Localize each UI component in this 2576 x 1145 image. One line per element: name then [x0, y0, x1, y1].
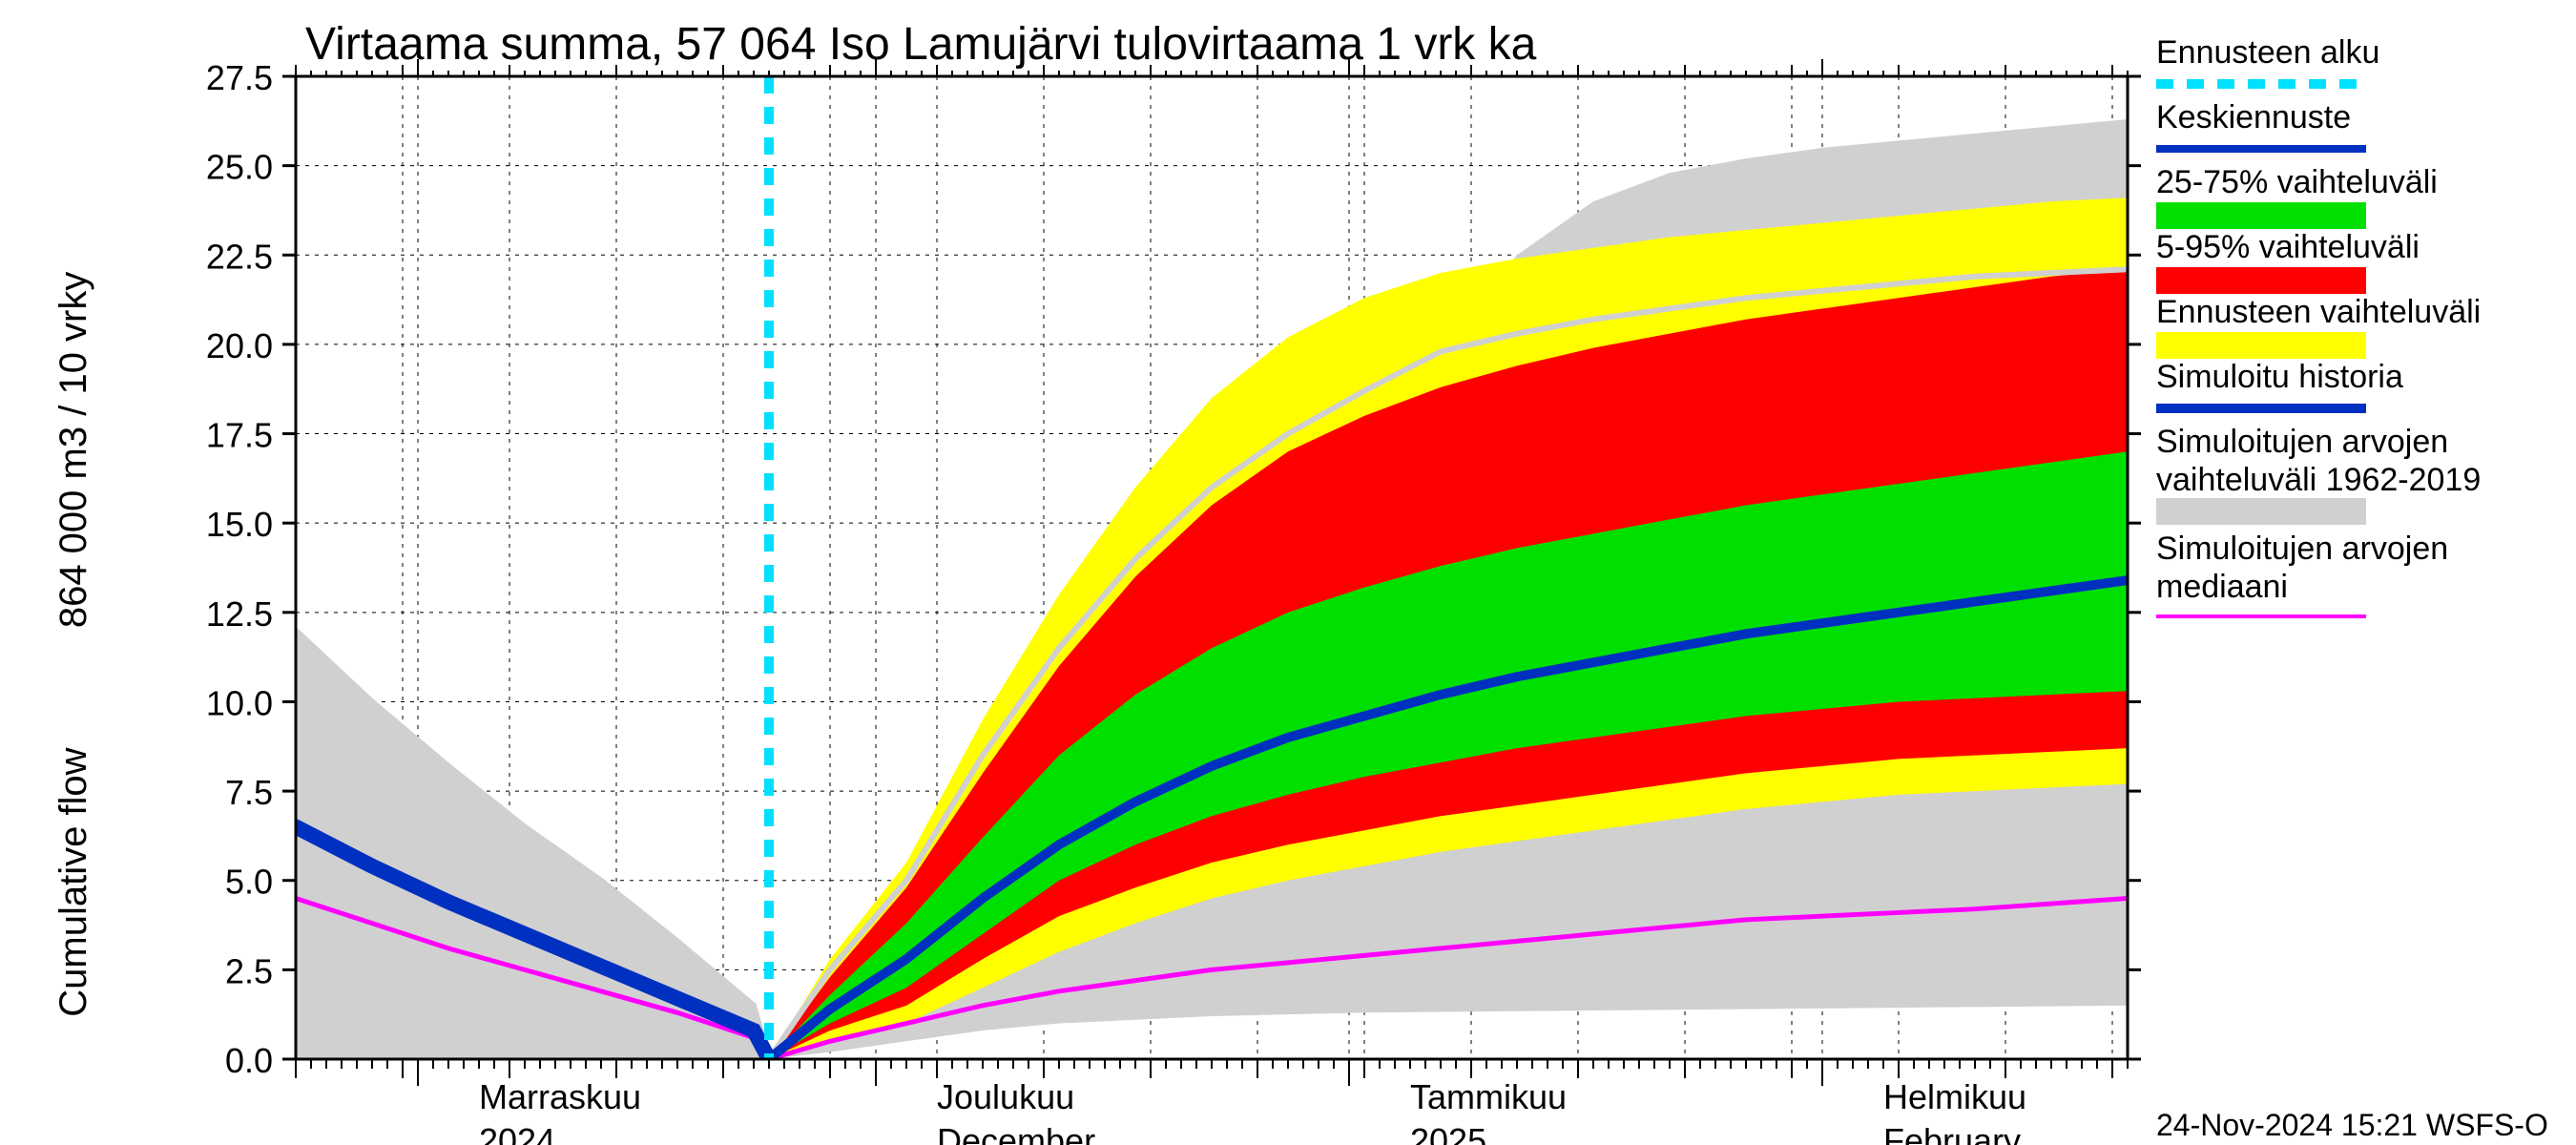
svg-text:Simuloitujen arvojen: Simuloitujen arvojen	[2156, 424, 2448, 460]
svg-text:0.0: 0.0	[225, 1041, 273, 1080]
svg-text:Cumulative flow: Cumulative flow	[52, 747, 94, 1016]
svg-text:27.5: 27.5	[206, 58, 273, 97]
svg-text:22.5: 22.5	[206, 237, 273, 276]
forecast-chart: 0.0 2.5 5.0 7.5 10.0 12.5 15.0 17.5 20.0 22.5 25.0…	[0, 0, 2576, 1145]
svg-text:vaihteluväli 1962-2019: vaihteluväli 1962-2019	[2156, 462, 2481, 498]
svg-text:Tammikuu: Tammikuu	[1410, 1077, 1567, 1116]
svg-text:mediaani: mediaani	[2156, 569, 2288, 605]
svg-text:December: December	[937, 1121, 1095, 1145]
svg-text:5-95% vaihteluväli: 5-95% vaihteluväli	[2156, 229, 2420, 265]
svg-text:Joulukuu: Joulukuu	[937, 1077, 1074, 1116]
svg-text:20.0: 20.0	[206, 326, 273, 365]
svg-text:2024: 2024	[479, 1121, 555, 1145]
svg-text:Helmikuu: Helmikuu	[1883, 1077, 2026, 1116]
svg-text:Ennusteen alku: Ennusteen alku	[2156, 34, 2379, 71]
svg-text:7.5: 7.5	[225, 773, 273, 812]
svg-text:864 000 m3 / 10 vrky: 864 000 m3 / 10 vrky	[52, 272, 94, 629]
svg-text:Virtaama summa, 57 064 Iso Lam: Virtaama summa, 57 064 Iso Lamujärvi tul…	[305, 19, 1537, 70]
svg-text:2025: 2025	[1410, 1121, 1486, 1145]
svg-text:February: February	[1883, 1121, 2021, 1145]
svg-text:2.5: 2.5	[225, 951, 273, 990]
svg-text:Ennusteen vaihteluväli: Ennusteen vaihteluväli	[2156, 294, 2481, 330]
svg-text:Keskiennuste: Keskiennuste	[2156, 99, 2351, 135]
svg-text:5.0: 5.0	[225, 863, 273, 902]
svg-text:15.0: 15.0	[206, 505, 273, 544]
svg-text:Simuloitujen arvojen: Simuloitujen arvojen	[2156, 531, 2448, 567]
svg-text:10.0: 10.0	[206, 683, 273, 722]
svg-text:Simuloitu historia: Simuloitu historia	[2156, 359, 2403, 395]
svg-text:17.5: 17.5	[206, 416, 273, 455]
chart-svg: 0.0 2.5 5.0 7.5 10.0 12.5 15.0 17.5 20.0 22.5 25.0…	[0, 0, 2576, 1145]
svg-text:24-Nov-2024 15:21 WSFS-O: 24-Nov-2024 15:21 WSFS-O	[2156, 1108, 2548, 1142]
svg-text:25.0: 25.0	[206, 148, 273, 187]
svg-text:Marraskuu: Marraskuu	[479, 1077, 641, 1116]
svg-text:12.5: 12.5	[206, 594, 273, 634]
svg-text:25-75% vaihteluväli: 25-75% vaihteluväli	[2156, 164, 2438, 200]
